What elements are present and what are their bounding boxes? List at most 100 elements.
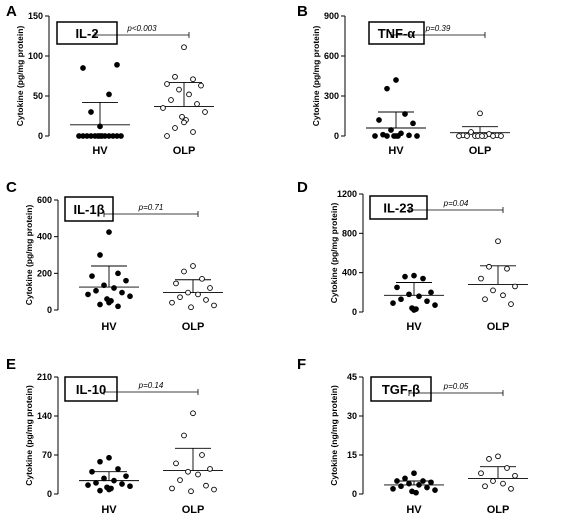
data-point — [402, 111, 408, 117]
y-tick-label: 100 — [28, 51, 43, 61]
data-point — [411, 307, 417, 313]
data-point — [181, 119, 187, 126]
data-point — [203, 297, 209, 303]
group-olp — [154, 44, 214, 139]
data-point — [512, 472, 518, 479]
data-point — [406, 291, 412, 298]
p-value: p=0.71 — [138, 203, 164, 212]
data-point — [411, 470, 417, 477]
cytokine-label-box — [64, 376, 118, 402]
data-point — [504, 265, 510, 272]
data-point — [97, 301, 103, 308]
cytokine-label: IL-23 — [383, 201, 413, 216]
x-category-label: OLP — [487, 321, 510, 333]
p-value: p=0.14 — [138, 381, 164, 390]
cytokine-label-box — [56, 21, 118, 45]
data-point — [85, 482, 91, 488]
x-category-label: HV — [101, 321, 117, 333]
y-tick-label: 0 — [47, 489, 52, 499]
data-point — [106, 299, 112, 306]
data-point — [188, 488, 194, 495]
y-tick-label: 400 — [342, 268, 357, 278]
x-category-label: OLP — [469, 145, 492, 157]
group-hv — [366, 77, 426, 139]
data-point — [207, 466, 213, 472]
data-point — [119, 481, 125, 487]
data-point — [101, 475, 107, 482]
panel-letter: E — [6, 356, 16, 373]
data-point — [115, 270, 121, 277]
data-point — [185, 468, 191, 475]
data-point — [486, 456, 492, 462]
data-point — [482, 296, 488, 303]
group-hv — [79, 229, 139, 310]
p-value: p=0.39 — [425, 24, 451, 33]
cytokine-label-box — [64, 196, 114, 222]
data-point — [512, 283, 518, 290]
data-point — [464, 133, 470, 139]
y-tick-label: 140 — [37, 411, 52, 421]
data-point — [211, 486, 217, 493]
data-point — [372, 133, 378, 139]
data-point — [495, 238, 501, 245]
group-hv — [79, 454, 139, 494]
data-point — [177, 477, 183, 483]
cytokine-label: IL-2 — [75, 26, 98, 41]
x-category-label: OLP — [487, 504, 510, 516]
y-tick-label: 800 — [342, 228, 357, 238]
data-point — [97, 458, 103, 465]
data-point — [416, 293, 422, 300]
data-point — [384, 85, 390, 92]
cytokine-label: TNF-α — [378, 26, 416, 41]
data-point — [97, 123, 103, 130]
data-point — [181, 44, 187, 51]
y-tick-label: 0 — [334, 131, 339, 141]
data-point — [164, 81, 170, 87]
data-point — [402, 475, 408, 482]
data-point — [410, 120, 416, 127]
data-point — [177, 294, 183, 301]
data-point — [406, 480, 412, 487]
data-point — [500, 292, 506, 299]
data-point — [394, 284, 400, 291]
panel-letter: B — [297, 3, 308, 20]
y-tick-label: 0 — [47, 305, 52, 315]
data-point — [101, 282, 107, 289]
data-point — [456, 133, 462, 139]
x-category-label: OLP — [173, 145, 196, 157]
data-point — [89, 468, 95, 475]
y-tick-label: 15 — [347, 450, 357, 460]
data-point — [176, 86, 182, 93]
data-point — [190, 263, 196, 269]
data-point — [203, 482, 209, 489]
data-point — [127, 483, 133, 490]
y-tick-label: 0 — [352, 489, 357, 499]
data-point — [186, 91, 192, 98]
data-point — [490, 133, 496, 139]
data-point — [478, 275, 484, 282]
data-point — [118, 133, 124, 139]
y-tick-label: 0 — [352, 307, 357, 317]
x-category-label: HV — [388, 145, 404, 157]
data-point — [479, 133, 485, 139]
data-point — [468, 129, 474, 135]
y-axis-label: Cytokine (pg/mg protein) — [311, 26, 321, 127]
data-point — [508, 301, 514, 307]
cytokine-label-box — [368, 21, 425, 45]
data-point — [114, 61, 120, 68]
panel-c: C Cytokine (pg/mg protein) 0 200 400 600 IL-1β… — [6, 179, 223, 333]
panel-d: D Cytokine (pg/mg protein) 0 400 800 1200 IL-2… — [297, 179, 528, 333]
data-point — [106, 486, 112, 493]
data-point — [181, 432, 187, 439]
y-tick-label: 50 — [33, 91, 43, 101]
data-point — [498, 133, 504, 139]
data-point — [406, 132, 412, 139]
data-point — [85, 291, 91, 298]
y-tick-label: 150 — [28, 11, 43, 21]
data-point — [84, 133, 90, 139]
data-point — [478, 470, 484, 477]
data-point — [393, 77, 399, 83]
y-tick-label: 0 — [38, 131, 43, 141]
data-point — [199, 275, 205, 282]
